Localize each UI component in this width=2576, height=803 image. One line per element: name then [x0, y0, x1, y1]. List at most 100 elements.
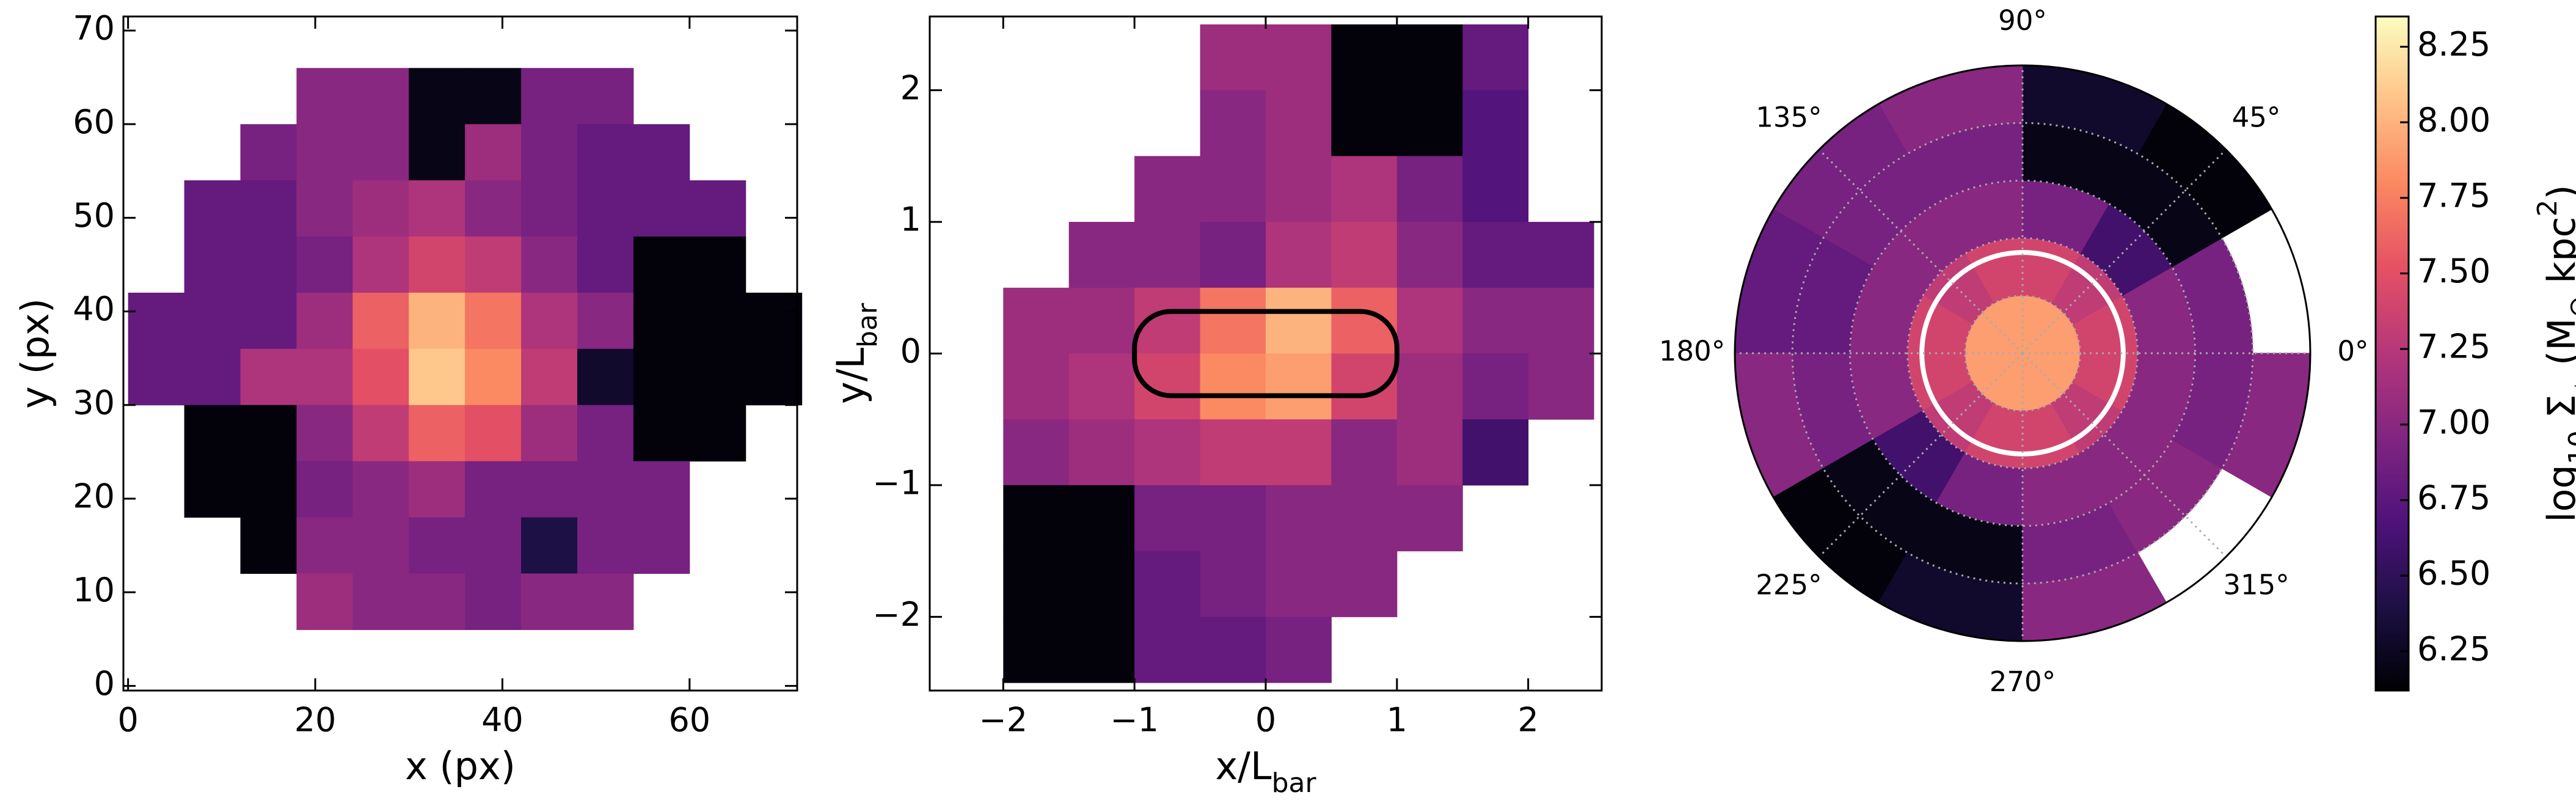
polar-grid-spoke [1818, 352, 2024, 558]
heatmap-cell [240, 461, 297, 518]
heatmap-cell [1266, 551, 1332, 617]
heatmap-cell [409, 180, 465, 237]
heatmap-cell [1266, 419, 1332, 486]
x-tick-label: 0 [117, 701, 138, 739]
y-tick-label: −1 [872, 464, 921, 502]
heatmap-cell [240, 124, 297, 181]
polar-grid-ring [1964, 295, 2081, 412]
y-tick-label: 50 [73, 196, 115, 235]
heatmap-cell [465, 124, 522, 181]
heatmap-cell [521, 180, 578, 237]
heatmap-cell [745, 292, 803, 350]
heatmap-cell [1068, 617, 1135, 683]
heatmap-cell [1003, 617, 1070, 683]
heatmap-cell [240, 292, 297, 350]
heatmap-cell [1266, 485, 1332, 552]
heatmap-cell [409, 237, 465, 293]
theta-tick-label: 90° [1998, 4, 2047, 37]
heatmap-cell [296, 573, 353, 630]
heatmap-cell [577, 124, 634, 181]
heatmap-cell [1134, 617, 1201, 683]
heatmap-cell [184, 405, 241, 462]
label-part: ) [2539, 185, 2576, 199]
heatmap-cell [296, 124, 353, 181]
heatmap-cell [240, 237, 297, 293]
heatmap-cell [1462, 90, 1529, 156]
x-axis-label: x/Lbar [1215, 744, 1316, 798]
label-part: log [2539, 464, 2576, 522]
heatmap-cell [689, 405, 746, 462]
heatmap-cell [577, 573, 634, 630]
heatmap-cell [1003, 551, 1070, 617]
theta-tick-label: 270° [1990, 666, 2056, 698]
heatmap-cell [184, 461, 241, 518]
heatmap-cell [409, 405, 465, 462]
heatmap-cell [633, 461, 690, 518]
heatmap-cell [1200, 353, 1266, 420]
heatmap-cell [296, 348, 353, 406]
label-part: Σ [2539, 394, 2576, 430]
x-tick-label: 2 [1518, 701, 1539, 739]
heatmap-cell [352, 68, 409, 125]
heatmap-cell [1200, 617, 1266, 683]
heatmap-cell [409, 348, 465, 406]
heatmap-cell [577, 517, 634, 574]
heatmap-cell [1331, 24, 1398, 91]
heatmap-cell [352, 292, 409, 350]
heatmap-cell [352, 124, 409, 181]
heatmap-cell [1331, 222, 1398, 288]
label-part: bar [1272, 768, 1317, 799]
heatmap-cell [352, 237, 409, 293]
heatmap-cell [577, 461, 634, 518]
heatmap-cell [1266, 353, 1332, 420]
colorbar-tick-label: 7.25 [2417, 328, 2490, 366]
heatmap-cell [1462, 24, 1529, 91]
heatmap-cell [521, 292, 578, 350]
heatmap-cell [633, 348, 690, 406]
heatmap-cell [352, 517, 409, 574]
colorbar-label: log10 Σ⋆ (M⊙ kpc2) [2532, 185, 2576, 522]
colorbar [2374, 15, 2410, 692]
heatmap-cell [1462, 353, 1529, 420]
y-tick-label: 60 [73, 103, 115, 141]
heatmap-cell [521, 573, 578, 630]
heatmap-cell [1068, 419, 1135, 486]
heatmap-cell [465, 237, 522, 293]
heatmap-cell [1134, 485, 1201, 552]
heatmap-cell [577, 180, 634, 237]
heatmap-cell [1266, 90, 1332, 156]
y-tick-label: 0 [900, 332, 921, 370]
heatmap-cell [1528, 222, 1594, 288]
polar-ring [1919, 250, 2126, 457]
y-tick-label: 20 [73, 477, 115, 516]
colorbar-tick-label: 6.25 [2417, 629, 2490, 668]
label-part: ⋆ [2563, 378, 2576, 395]
heatmap-cell [1331, 90, 1398, 156]
heatmap-cell [1200, 156, 1266, 222]
heatmap-cell [1068, 353, 1135, 420]
heatmap-cell [1003, 353, 1070, 420]
heatmap-cell [1396, 222, 1463, 288]
colorbar-tick-label: 7.00 [2417, 403, 2490, 441]
heatmap-cell [1396, 90, 1463, 156]
y-tick-label: 40 [73, 290, 115, 328]
y-tick-label: −2 [872, 595, 921, 634]
heatmap-cell [633, 517, 690, 574]
heatmap-cell [352, 461, 409, 518]
x-tick-label: 20 [294, 701, 337, 739]
heatmap-cell [521, 517, 578, 574]
heatmap-cell [1462, 419, 1529, 486]
heatmap-cell [465, 405, 522, 462]
heatmap-cell [1396, 24, 1463, 91]
polar-grid-ring [1906, 237, 2139, 469]
label-part: x/L [1215, 744, 1272, 788]
x-axis-label: x (px) [405, 744, 516, 788]
label-part: kpc [2539, 216, 2576, 295]
heatmap-cell [1266, 24, 1332, 91]
heatmap-cell [521, 124, 578, 181]
polar-grid-ring [1791, 122, 2254, 585]
heatmap-cell [240, 348, 297, 406]
heatmap-cell [296, 237, 353, 293]
heatmap-cell [689, 292, 746, 350]
heatmap-cell [1396, 353, 1463, 420]
